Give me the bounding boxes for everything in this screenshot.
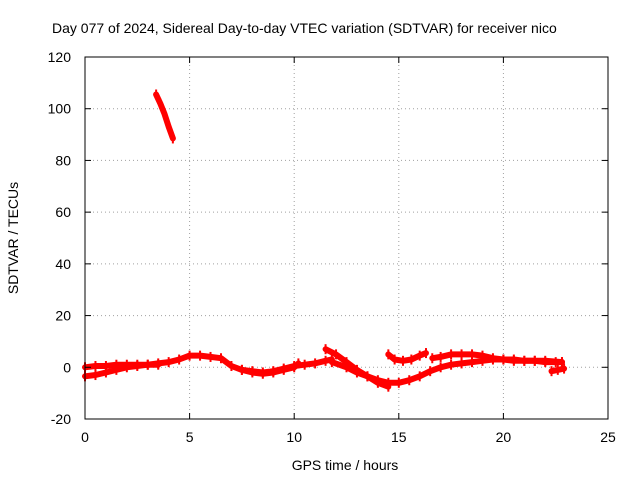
x-axis-title: GPS time / hours: [292, 457, 399, 473]
y-tick-label: 120: [48, 49, 72, 65]
x-tick-label: 25: [600, 429, 616, 445]
y-tick-label: 40: [55, 256, 71, 272]
y-tick-label: 80: [55, 152, 71, 168]
x-tick-label: 0: [81, 429, 89, 445]
y-tick-label: 60: [55, 204, 71, 220]
chart-title: Day 077 of 2024, Sidereal Day-to-day VTE…: [52, 20, 557, 36]
series-layer: [82, 89, 568, 392]
x-tick-label: 10: [286, 429, 302, 445]
x-tick-label: 20: [496, 429, 512, 445]
y-tick-label: 20: [55, 308, 71, 324]
grid: [85, 57, 608, 419]
y-axis-title: SDTVAR / TECUs: [5, 182, 21, 294]
y-tick-label: -20: [51, 411, 71, 427]
x-tick-label: 5: [186, 429, 194, 445]
y-tick-label: 100: [48, 101, 72, 117]
x-tick-label: 15: [391, 429, 407, 445]
plot-frame: [84, 56, 609, 420]
series-band-f: [385, 350, 429, 364]
y-tick-label: 0: [63, 359, 71, 375]
ticks: 0 5 10 15 20 25 -20 0 20 40 60 80 100 120: [48, 49, 616, 445]
